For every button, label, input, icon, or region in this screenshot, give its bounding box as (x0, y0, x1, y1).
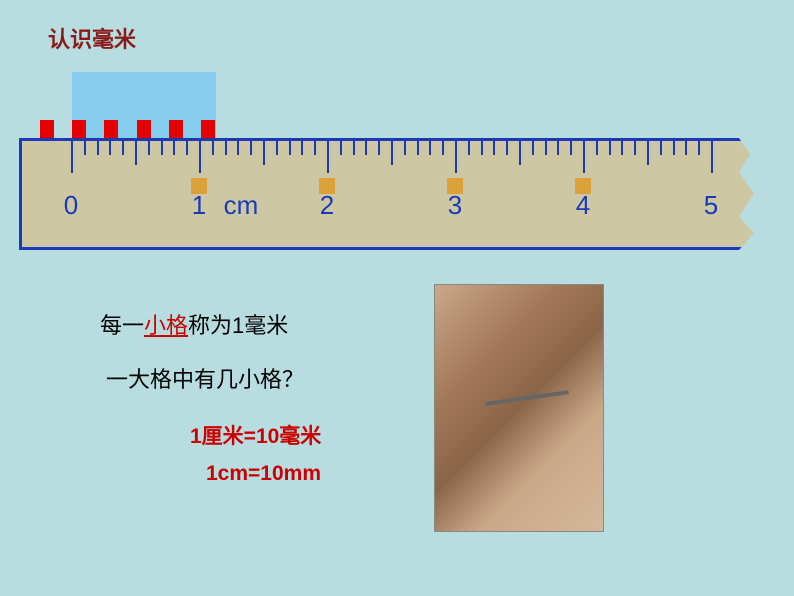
ruler-tick (506, 141, 508, 155)
ruler-tick (250, 141, 252, 155)
ruler-tick (199, 141, 201, 173)
ruler-tick (212, 141, 214, 155)
orange-mark (447, 178, 463, 194)
ruler-tick (545, 141, 547, 155)
ruler-number-label: 5 (704, 190, 718, 221)
ruler-ticks (19, 141, 769, 181)
ruler-tick (468, 141, 470, 155)
ruler-tick (237, 141, 239, 155)
ruler-tick (186, 141, 188, 155)
ruler-tick (404, 141, 406, 155)
ruler-tick (698, 141, 700, 155)
ruler-tick (97, 141, 99, 155)
ruler-tick (673, 141, 675, 155)
ruler-unit-label: cm (224, 190, 259, 221)
ruler-tick (314, 141, 316, 155)
coin-photo (434, 284, 604, 532)
text-line-1: 每一小格称为1毫米 (100, 308, 288, 340)
equation-english: 1cm=10mm (206, 462, 321, 486)
orange-mark (191, 178, 207, 194)
orange-mark (575, 178, 591, 194)
ruler-tick (417, 141, 419, 155)
ruler-tick (301, 141, 303, 155)
ruler-tick (660, 141, 662, 155)
orange-mark (319, 178, 335, 194)
ruler-tick (161, 141, 163, 155)
ruler-tick (519, 141, 521, 165)
ruler-tick (596, 141, 598, 155)
ruler-tick (481, 141, 483, 155)
ruler-tick (391, 141, 393, 165)
ruler-tick (340, 141, 342, 155)
ruler-tick (109, 141, 111, 155)
ruler-tick (289, 141, 291, 155)
ruler-tick (583, 141, 585, 173)
ruler-tick (135, 141, 137, 165)
ruler-tick (634, 141, 636, 155)
ruler: 0 1 cm 2 3 4 5 (19, 138, 769, 250)
text-prefix: 每一 (100, 313, 144, 338)
ruler-number-label: 2 (320, 190, 334, 221)
ruler-tick (685, 141, 687, 155)
ruler-tick (148, 141, 150, 155)
ruler-tick (327, 141, 329, 173)
ruler-tick (570, 141, 572, 155)
ruler-number-label: 4 (576, 190, 590, 221)
ruler-tick (532, 141, 534, 155)
page-title: 认识毫米 (48, 22, 136, 54)
ruler-tick (621, 141, 623, 155)
ruler-tick (455, 141, 457, 173)
ruler-tick (493, 141, 495, 155)
text-line-2: 一大格中有几小格？ (106, 362, 304, 394)
ruler-tick (557, 141, 559, 155)
text-suffix: 称为1毫米 (188, 313, 288, 338)
text-red-underline: 小格 (144, 313, 188, 338)
ruler-tick (609, 141, 611, 155)
ruler-tick (647, 141, 649, 165)
ruler-number-label: 1 (192, 190, 206, 221)
ruler-number-label: 3 (448, 190, 462, 221)
ruler-tick (263, 141, 265, 165)
ruler-tick (711, 141, 713, 173)
ruler-tick (442, 141, 444, 155)
ruler-tick (365, 141, 367, 155)
ruler-tick (353, 141, 355, 155)
ruler-tick (429, 141, 431, 155)
ruler-tick (122, 141, 124, 155)
ruler-tick (378, 141, 380, 155)
ruler-number-label: 0 (64, 190, 78, 221)
equation-chinese: 1厘米=10毫米 (190, 420, 321, 450)
ruler-labels: 0 1 cm 2 3 4 5 (19, 190, 769, 230)
ruler-tick (71, 141, 73, 173)
ruler-tick (84, 141, 86, 155)
ruler-tick (276, 141, 278, 155)
ruler-tick (225, 141, 227, 155)
ruler-tick (173, 141, 175, 155)
